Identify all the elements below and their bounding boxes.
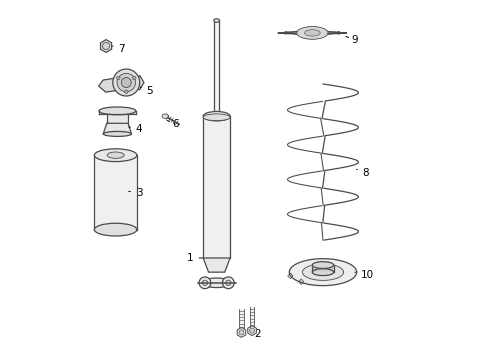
- Ellipse shape: [95, 223, 137, 236]
- Polygon shape: [306, 31, 318, 32]
- Ellipse shape: [95, 149, 137, 162]
- Text: 2: 2: [247, 329, 261, 339]
- Circle shape: [202, 280, 208, 285]
- Polygon shape: [203, 258, 230, 272]
- Polygon shape: [306, 34, 318, 35]
- Circle shape: [226, 280, 231, 285]
- Text: 9: 9: [346, 35, 358, 45]
- Polygon shape: [312, 262, 334, 269]
- Polygon shape: [296, 34, 306, 35]
- Polygon shape: [298, 279, 304, 285]
- Text: 8: 8: [357, 168, 369, 178]
- Polygon shape: [336, 32, 347, 33]
- Ellipse shape: [214, 19, 220, 22]
- Text: 6: 6: [167, 119, 179, 129]
- Circle shape: [102, 42, 110, 50]
- Text: 7: 7: [112, 44, 125, 54]
- Circle shape: [249, 328, 255, 333]
- Polygon shape: [248, 326, 256, 336]
- Polygon shape: [296, 31, 306, 32]
- Text: 1: 1: [187, 253, 202, 263]
- Ellipse shape: [297, 27, 328, 39]
- Polygon shape: [288, 273, 293, 279]
- Polygon shape: [302, 264, 343, 280]
- Ellipse shape: [103, 131, 132, 136]
- Ellipse shape: [107, 152, 124, 158]
- Polygon shape: [318, 31, 329, 32]
- Text: 5: 5: [141, 86, 153, 96]
- Polygon shape: [289, 259, 357, 285]
- Polygon shape: [98, 78, 120, 92]
- Circle shape: [239, 330, 244, 335]
- Ellipse shape: [202, 278, 232, 288]
- Ellipse shape: [203, 112, 230, 121]
- Text: 10: 10: [355, 270, 374, 280]
- Text: 3: 3: [129, 189, 143, 198]
- Circle shape: [122, 77, 131, 87]
- Ellipse shape: [162, 114, 169, 118]
- Ellipse shape: [203, 114, 230, 121]
- Circle shape: [132, 76, 136, 80]
- Circle shape: [113, 69, 140, 96]
- Polygon shape: [132, 76, 144, 90]
- Text: 4: 4: [129, 124, 143, 134]
- Polygon shape: [312, 269, 334, 275]
- Polygon shape: [103, 123, 132, 134]
- Circle shape: [117, 76, 120, 80]
- Circle shape: [117, 73, 135, 92]
- Polygon shape: [285, 33, 296, 34]
- Polygon shape: [278, 32, 289, 33]
- Circle shape: [199, 277, 211, 289]
- Circle shape: [222, 277, 234, 289]
- Polygon shape: [329, 33, 340, 34]
- Polygon shape: [286, 32, 339, 34]
- Polygon shape: [100, 40, 112, 53]
- Circle shape: [124, 90, 128, 94]
- Polygon shape: [237, 328, 246, 337]
- Ellipse shape: [305, 30, 320, 36]
- Ellipse shape: [99, 107, 136, 115]
- Polygon shape: [318, 34, 329, 35]
